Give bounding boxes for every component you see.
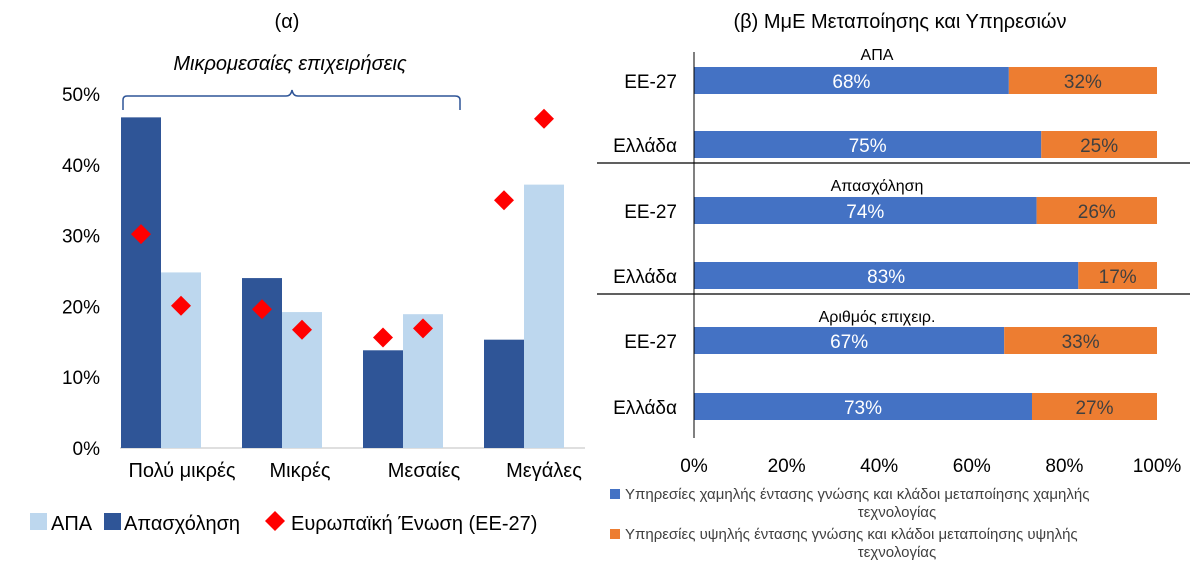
bar-segment-low-tech [694, 262, 1079, 289]
x-tick-label: 60% [953, 456, 991, 477]
legend-label-high-tech: τεχνολογίας [858, 544, 936, 561]
legend-label-low-tech: Υπηρεσίες χαμηλής έντασης γνώσης και κλά… [625, 486, 1089, 503]
bar-value-label-high-tech: 32% [1064, 72, 1102, 93]
legend-label-employment: Απασχόληση [124, 513, 240, 535]
y-tick-label: 30% [62, 227, 100, 248]
category-label: Μικρές [269, 460, 330, 482]
eu-diamond-marker [171, 295, 191, 316]
bar-value-label-high-tech: 17% [1099, 267, 1137, 288]
legend-swatch-low-tech [610, 489, 620, 499]
bar-segment-high-tech [1031, 393, 1157, 420]
bar-segment-high-tech [1036, 197, 1157, 224]
bar-segment-low-tech [694, 327, 1005, 354]
chart-b-title: (β) ΜμΕ Μεταποίησης και Υπηρεσιών [734, 11, 1067, 33]
legend-label-high-tech: Υπηρεσίες υψηλής έντασης γνώσης και κλάδ… [625, 526, 1078, 543]
row-label: ΕΕ-27 [624, 332, 677, 353]
bar-value-label-low-tech: 74% [846, 202, 884, 223]
row-label: ΕΕ-27 [624, 202, 677, 223]
bar-value-label-low-tech: 67% [830, 332, 868, 353]
chart-a: 0% 10% 20% 30% 40% 50% Πολύ μικρές Μικρές Μεσαίε… [30, 85, 585, 535]
x-tick-label: 40% [860, 456, 898, 477]
bar-value-label-low-tech: 75% [849, 136, 887, 157]
bar-employment [484, 339, 524, 448]
row-label: Ελλάδα [613, 136, 677, 157]
x-tick-label: 20% [768, 456, 806, 477]
eu-diamond-marker [252, 299, 272, 320]
y-tick-label: 0% [73, 439, 101, 460]
bar-value-label-high-tech: 26% [1078, 202, 1116, 223]
bar-segment-high-tech [1041, 131, 1157, 158]
group-label: ΑΠΑ [861, 47, 894, 64]
bar-value-label-high-tech: 33% [1062, 332, 1100, 353]
group-label: Απασχόληση [831, 178, 924, 195]
bar-segment-high-tech [1008, 67, 1157, 94]
legend-label-low-tech: τεχνολογίας [858, 504, 936, 521]
y-tick-label: 50% [62, 85, 100, 106]
bar-value-label-high-tech: 25% [1080, 136, 1118, 157]
group-label: Αριθμός επιχειρ. [819, 309, 936, 326]
bar-segment-low-tech [694, 67, 1009, 94]
bar-employment [121, 117, 161, 448]
eu-diamond-marker [413, 318, 433, 339]
legend-swatch-gva [30, 513, 47, 530]
legend-label-eu: Ευρωπαϊκή Ένωση (ΕΕ-27) [291, 513, 537, 535]
category-label: Πολύ μικρές [128, 460, 235, 482]
bar-value-label-low-tech: 73% [844, 398, 882, 419]
chart-a-brace [122, 89, 461, 110]
chart-a-annotation: Μικρομεσαίες επιχειρήσεις [173, 53, 407, 75]
x-tick-label: 0% [680, 456, 708, 477]
bar-value-label-low-tech: 83% [867, 267, 905, 288]
legend-marker-eu [265, 511, 285, 531]
bar-segment-low-tech [694, 131, 1042, 158]
eu-diamond-marker [292, 319, 312, 340]
eu-diamond-marker [494, 190, 514, 211]
y-tick-label: 40% [62, 156, 100, 177]
category-label: Μεγάλες [506, 460, 582, 482]
row-label: ΕΕ-27 [624, 72, 677, 93]
bar-value-label-low-tech: 68% [832, 72, 870, 93]
category-label: Μεσαίες [388, 460, 461, 482]
y-tick-label: 10% [62, 368, 100, 389]
bar-gva [524, 184, 564, 448]
bar-value-label-high-tech: 27% [1075, 398, 1113, 419]
legend-label-gva: ΑΠΑ [51, 513, 93, 535]
eu-diamond-marker [131, 224, 151, 245]
eu-diamond-marker [534, 108, 554, 129]
chart-a-title: (α) [275, 11, 300, 33]
y-tick-label: 20% [62, 297, 100, 318]
bar-segment-high-tech [1004, 327, 1157, 354]
legend-swatch-employment [104, 513, 121, 530]
eu-diamond-marker [373, 327, 393, 348]
x-tick-label: 80% [1045, 456, 1083, 477]
x-tick-label: 100% [1133, 456, 1182, 477]
bar-segment-low-tech [694, 197, 1037, 224]
chart-b: ΑΠΑ 68% 32% ΕΕ-27 75% 25% Ελλάδα Απασχόληση 74% 2… [597, 47, 1190, 561]
row-label: Ελλάδα [613, 267, 677, 288]
bar-segment-low-tech [694, 393, 1032, 420]
row-label: Ελλάδα [613, 398, 677, 419]
legend-swatch-high-tech [610, 529, 620, 539]
bar-segment-high-tech [1078, 262, 1157, 289]
bar-employment [363, 350, 403, 448]
